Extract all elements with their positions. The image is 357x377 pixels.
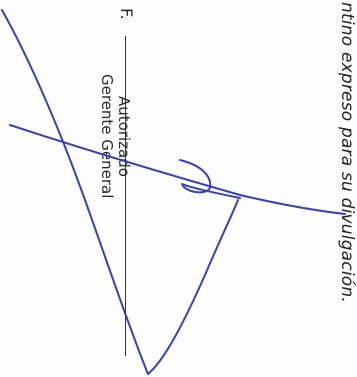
signature-line [125,36,126,356]
disclaimer-text: ntino expreso para su divulgación. [337,2,357,303]
signature-stroke-loop [179,159,241,199]
authorized-label: Autorizado [115,96,133,177]
signature-stroke-cross [9,124,346,215]
signature-prefix: F. [117,8,136,20]
signature-stroke-main [1,9,239,375]
role-label: Gerente General [98,74,116,199]
